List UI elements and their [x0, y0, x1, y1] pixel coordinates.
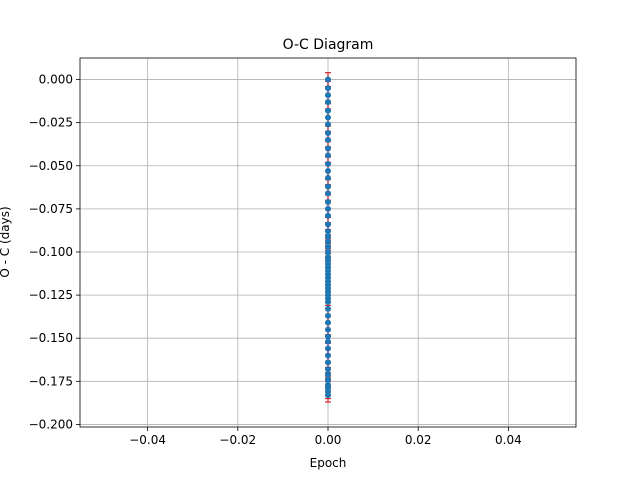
data-point — [325, 161, 331, 168]
data-point — [325, 198, 331, 205]
data-point — [325, 121, 331, 128]
data-point — [325, 167, 331, 174]
data-point — [325, 298, 331, 305]
data-point — [325, 312, 331, 319]
y-tick-label: −0.075 — [29, 202, 73, 216]
data-point — [325, 145, 331, 152]
y-tick-label: −0.150 — [29, 331, 73, 345]
data-point — [325, 98, 331, 105]
y-axis-label: O - C (days) — [0, 206, 12, 277]
x-axis-label: Epoch — [310, 456, 347, 470]
data-point — [325, 366, 331, 373]
data-point — [325, 228, 331, 235]
data-point — [325, 114, 331, 121]
data-point — [325, 76, 331, 83]
y-tick-label: 0.000 — [39, 73, 73, 87]
data-point — [325, 305, 331, 312]
data-point — [325, 352, 331, 359]
data-point — [325, 221, 331, 228]
data-point — [325, 92, 331, 99]
y-axis-ticks: 0.000 −0.025 −0.050 −0.075 −0.100 −0.125 −0.15… — [29, 73, 80, 431]
data-point — [325, 338, 331, 345]
data-point — [325, 85, 331, 92]
data-point — [325, 174, 331, 181]
data-point — [325, 238, 331, 245]
data-point — [325, 183, 331, 190]
data-points — [325, 76, 331, 399]
data-point — [325, 130, 331, 137]
x-tick-label: 0.04 — [495, 433, 522, 447]
data-point — [325, 326, 331, 333]
data-point — [325, 371, 331, 378]
data-point — [325, 333, 331, 340]
x-axis-ticks: −0.04 −0.02 0.00 0.02 0.04 — [129, 427, 522, 447]
data-point — [325, 152, 331, 159]
y-tick-label: −0.100 — [29, 245, 73, 259]
data-point — [325, 205, 331, 212]
data-point — [325, 359, 331, 366]
data-point — [325, 243, 331, 250]
y-tick-label: −0.050 — [29, 159, 73, 173]
data-point — [325, 376, 331, 383]
data-point — [325, 345, 331, 352]
data-point — [325, 190, 331, 197]
data-point — [325, 233, 331, 240]
y-tick-label: −0.125 — [29, 288, 73, 302]
y-tick-label: −0.175 — [29, 374, 73, 388]
x-tick-label: −0.04 — [129, 433, 166, 447]
data-point — [325, 248, 331, 255]
y-tick-label: −0.200 — [29, 417, 73, 431]
data-point — [325, 136, 331, 143]
x-tick-label: 0.02 — [405, 433, 432, 447]
data-point — [325, 107, 331, 114]
chart-title: O-C Diagram — [283, 37, 374, 53]
x-tick-label: 0.00 — [315, 433, 342, 447]
data-point — [325, 392, 331, 399]
data-point — [325, 212, 331, 219]
y-tick-label: −0.025 — [29, 116, 73, 130]
data-point — [325, 319, 331, 326]
x-tick-label: −0.02 — [219, 433, 256, 447]
